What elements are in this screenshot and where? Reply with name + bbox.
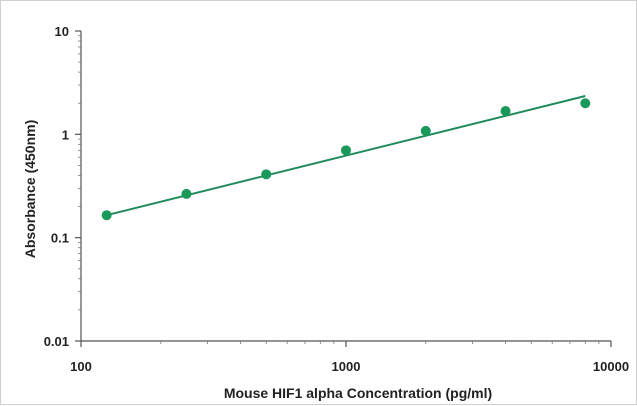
data-point: [181, 188, 192, 199]
data-point: [580, 98, 591, 109]
axes: [75, 30, 612, 347]
data-point: [420, 125, 431, 136]
data-points: [101, 98, 591, 221]
x-tick-label: 1000: [332, 359, 361, 374]
y-axis-label: Absorbance (450nm): [22, 120, 38, 258]
data-point: [101, 210, 112, 221]
y-tick-label: 0.1: [51, 231, 69, 246]
y-tick-label: 10: [55, 24, 69, 39]
x-tick-label: 100: [70, 359, 92, 374]
y-tick-label: 0.01: [44, 334, 69, 349]
trendline: [106, 95, 586, 217]
tick-labels: 0.01 0.1 1 10 100 1000 10000: [44, 24, 629, 374]
x-axis-label: Mouse HIF1 alpha Concentration (pg/ml): [224, 385, 492, 401]
data-point: [341, 145, 351, 156]
y-tick-label: 1: [62, 127, 69, 142]
data-point: [261, 169, 272, 180]
trendline-group: [106, 95, 586, 217]
x-tick-label: 10000: [593, 359, 629, 374]
data-point: [500, 106, 511, 117]
